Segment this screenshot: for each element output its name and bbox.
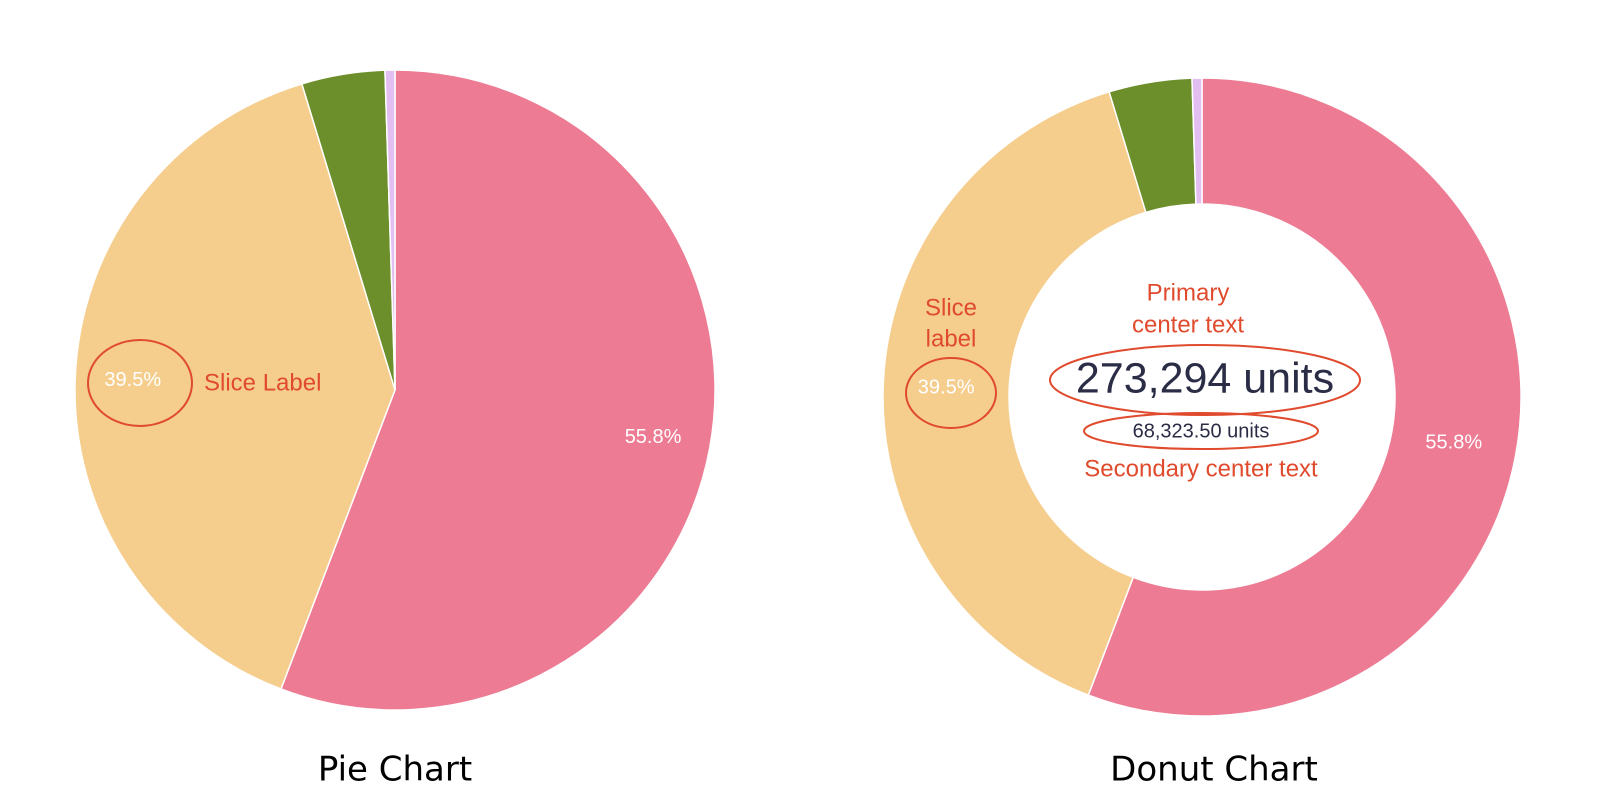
pie-chart-caption: Pie Chart: [318, 750, 472, 790]
donut-slice-annotation-line1: Slice: [925, 294, 977, 321]
donut-slice-annotation-line2: label: [926, 325, 977, 352]
donut-chart-caption: Donut Chart: [1110, 750, 1318, 790]
donut-slice-pink[interactable]: [1087, 77, 1522, 717]
pie-slice-peach[interactable]: [74, 82, 396, 690]
pie-slices: [74, 69, 716, 711]
primary-center-highlight: [1049, 344, 1361, 416]
donut-slices: [882, 77, 1522, 717]
pie-slice-lavender[interactable]: [384, 69, 396, 391]
donut-slice-label-highlight: [905, 357, 997, 429]
donut-primary-center-text: 273,294 units: [1076, 354, 1334, 402]
pie-slice-label-highlight: [87, 339, 193, 427]
pie-slice-label-pink: 55.8%: [625, 426, 682, 448]
pie-slice-label-peach: 39.5%: [104, 369, 161, 391]
donut-slice-label-peach: 39.5%: [918, 376, 975, 398]
pie-slice-label-annotation: Slice Label: [204, 369, 321, 396]
donut-slice-lavender[interactable]: [1191, 77, 1203, 205]
primary-center-annotation-line1: Primary: [1147, 279, 1230, 306]
secondary-center-annotation: Secondary center text: [1084, 455, 1318, 482]
donut-slice-label-pink: 55.8%: [1425, 432, 1482, 454]
secondary-center-highlight: [1083, 412, 1319, 450]
donut-secondary-center-text: 68,323.50 units: [1133, 420, 1270, 442]
primary-center-annotation-line2: center text: [1132, 311, 1244, 338]
pie-chart: 55.8% 39.5% Slice Label Pie Chart: [74, 69, 716, 790]
donut-slice-peach[interactable]: [882, 90, 1147, 697]
pie-slice-pink[interactable]: [279, 69, 716, 711]
donut-chart: 55.8% 39.5% Slice label Primary center t…: [882, 77, 1522, 790]
